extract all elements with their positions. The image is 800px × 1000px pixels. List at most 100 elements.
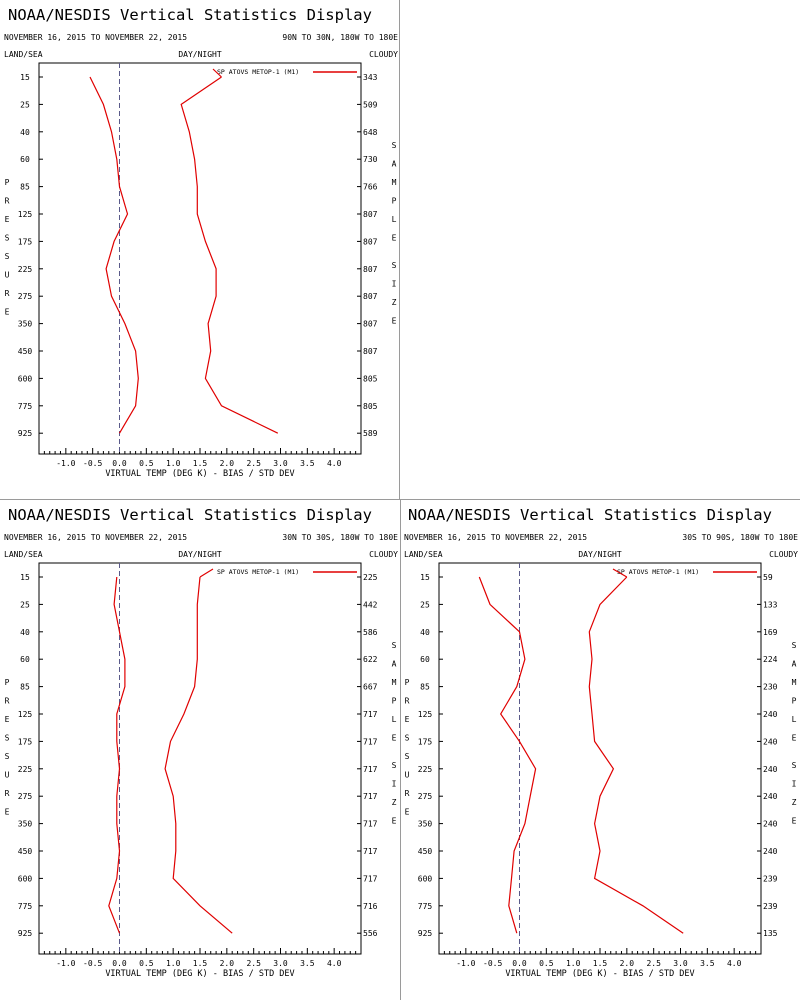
pressure-tick-label: 40 bbox=[420, 628, 430, 637]
x-tick-label: 2.0 bbox=[620, 959, 635, 968]
land-sea-label: LAND/SEA bbox=[4, 50, 43, 59]
pressure-tick-label: 125 bbox=[418, 710, 433, 719]
cloudy-label: CLOUDY bbox=[369, 550, 398, 559]
x-tick-label: 1.5 bbox=[193, 959, 208, 968]
sample-size-label: 589 bbox=[363, 429, 378, 438]
pressure-tick-label: 350 bbox=[18, 820, 33, 829]
x-tick-label: -0.5 bbox=[483, 959, 502, 968]
sample-size-label: 807 bbox=[363, 320, 378, 329]
sample-size-label: 240 bbox=[763, 847, 778, 856]
x-tick-label: 1.0 bbox=[566, 959, 581, 968]
chart-panel-1: NOAA/NESDIS Vertical Statistics Display N… bbox=[0, 0, 400, 500]
chart-title: NOAA/NESDIS Vertical Statistics Display bbox=[408, 506, 772, 524]
sample-size-label: 717 bbox=[363, 765, 378, 774]
sample-size-label: 717 bbox=[363, 792, 378, 801]
pressure-tick-label: 25 bbox=[420, 600, 430, 609]
legend-connector bbox=[612, 568, 628, 578]
pressure-tick-label: 600 bbox=[418, 874, 433, 883]
sample-size-label: 807 bbox=[363, 292, 378, 301]
pressure-tick-label: 225 bbox=[18, 265, 33, 274]
land-sea-label: LAND/SEA bbox=[4, 550, 43, 559]
x-tick-label: 4.0 bbox=[727, 959, 742, 968]
day-night-label: DAY/NIGHT bbox=[178, 50, 222, 59]
std-dev-line bbox=[588, 576, 684, 934]
land-sea-label: LAND/SEA bbox=[404, 550, 443, 559]
x-tick-label: 1.0 bbox=[166, 459, 181, 468]
pressure-tick-label: 60 bbox=[20, 155, 30, 164]
sample-size-label: 622 bbox=[363, 655, 378, 664]
x-tick-label: -0.5 bbox=[83, 459, 102, 468]
pressure-tick-label: 60 bbox=[20, 655, 30, 664]
x-tick-label: -0.5 bbox=[83, 959, 102, 968]
sample-size-label: 717 bbox=[363, 710, 378, 719]
vertical-stats-chart: NOAA/NESDIS Vertical Statistics Display N… bbox=[404, 506, 798, 979]
bias-line bbox=[89, 76, 139, 434]
x-tick-label: -1.0 bbox=[56, 459, 75, 468]
chart-panel-2: NOAA/NESDIS Vertical Statistics Display N… bbox=[0, 500, 400, 1000]
sample-size-label: 59 bbox=[763, 573, 773, 582]
date-range: NOVEMBER 16, 2015 TO NOVEMBER 22, 2015 bbox=[4, 533, 187, 542]
pressure-tick-label: 15 bbox=[20, 573, 30, 582]
pressure-tick-label: 85 bbox=[20, 183, 30, 192]
sample-size-label: 133 bbox=[763, 600, 778, 609]
x-axis-label: VIRTUAL TEMP (DEG K) - BIAS / STD DEV bbox=[105, 469, 294, 479]
pressure-tick-label: 925 bbox=[18, 929, 33, 938]
x-tick-label: 0.5 bbox=[539, 959, 554, 968]
pressure-tick-label: 775 bbox=[18, 902, 33, 911]
panel-divider-vertical-top bbox=[399, 0, 400, 500]
chart-title: NOAA/NESDIS Vertical Statistics Display bbox=[8, 506, 372, 524]
pressure-tick-label: 275 bbox=[418, 792, 433, 801]
plot-frame bbox=[38, 562, 362, 955]
x-tick-label: 3.0 bbox=[273, 959, 288, 968]
chart-title: NOAA/NESDIS Vertical Statistics Display bbox=[8, 6, 372, 24]
sample-size-label: 717 bbox=[363, 874, 378, 883]
sample-size-label: 730 bbox=[363, 155, 378, 164]
pressure-tick-label: 775 bbox=[18, 402, 33, 411]
pressure-tick-label: 275 bbox=[18, 292, 33, 301]
date-range: NOVEMBER 16, 2015 TO NOVEMBER 22, 2015 bbox=[4, 33, 187, 42]
sample-size-label: 240 bbox=[763, 710, 778, 719]
sample-size-label: 766 bbox=[363, 183, 378, 192]
legend-label: SP ATOVS METOP-1 (M1) bbox=[217, 68, 299, 76]
pressure-tick-label: 125 bbox=[18, 210, 33, 219]
x-tick-label: 3.5 bbox=[300, 959, 315, 968]
x-axis-label: VIRTUAL TEMP (DEG K) - BIAS / STD DEV bbox=[505, 969, 694, 979]
sample-size-label: 230 bbox=[763, 683, 778, 692]
pressure-tick-label: 450 bbox=[18, 347, 33, 356]
sample-size-label: 807 bbox=[363, 210, 378, 219]
pressure-tick-label: 925 bbox=[418, 929, 433, 938]
sample-size-label: 717 bbox=[363, 737, 378, 746]
sample-size-label: 509 bbox=[363, 100, 378, 109]
pressure-tick-label: 450 bbox=[418, 847, 433, 856]
pressure-tick-label: 60 bbox=[420, 655, 430, 664]
pressure-tick-label: 600 bbox=[18, 874, 33, 883]
x-tick-label: 0.0 bbox=[112, 459, 127, 468]
x-tick-label: 0.0 bbox=[112, 959, 127, 968]
pressure-tick-label: 450 bbox=[18, 847, 33, 856]
pressure-tick-label: 25 bbox=[20, 100, 30, 109]
pressure-tick-label: 85 bbox=[420, 683, 430, 692]
x-tick-label: 3.0 bbox=[673, 959, 688, 968]
sample-size-label: 169 bbox=[763, 628, 778, 637]
x-tick-label: 0.5 bbox=[139, 959, 154, 968]
sample-size-label: 225 bbox=[363, 573, 378, 582]
x-tick-label: 2.5 bbox=[646, 959, 661, 968]
pressure-tick-label: 275 bbox=[18, 792, 33, 801]
day-night-label: DAY/NIGHT bbox=[178, 550, 222, 559]
legend-connector bbox=[212, 68, 222, 78]
pressure-tick-label: 350 bbox=[18, 320, 33, 329]
pressure-tick-label: 85 bbox=[20, 683, 30, 692]
date-range: NOVEMBER 16, 2015 TO NOVEMBER 22, 2015 bbox=[404, 533, 587, 542]
panel-divider-horizontal bbox=[0, 499, 800, 500]
chart-panel-3: NOAA/NESDIS Vertical Statistics Display N… bbox=[400, 500, 800, 1000]
vertical-stats-chart: NOAA/NESDIS Vertical Statistics Display N… bbox=[4, 506, 398, 979]
sample-size-label: 556 bbox=[363, 929, 378, 938]
pressure-tick-label: 25 bbox=[20, 600, 30, 609]
x-tick-label: 3.5 bbox=[700, 959, 715, 968]
x-tick-label: -1.0 bbox=[56, 959, 75, 968]
vertical-stats-chart: NOAA/NESDIS Vertical Statistics Display N… bbox=[4, 6, 398, 479]
cloudy-label: CLOUDY bbox=[769, 550, 798, 559]
pressure-tick-label: 15 bbox=[420, 573, 430, 582]
